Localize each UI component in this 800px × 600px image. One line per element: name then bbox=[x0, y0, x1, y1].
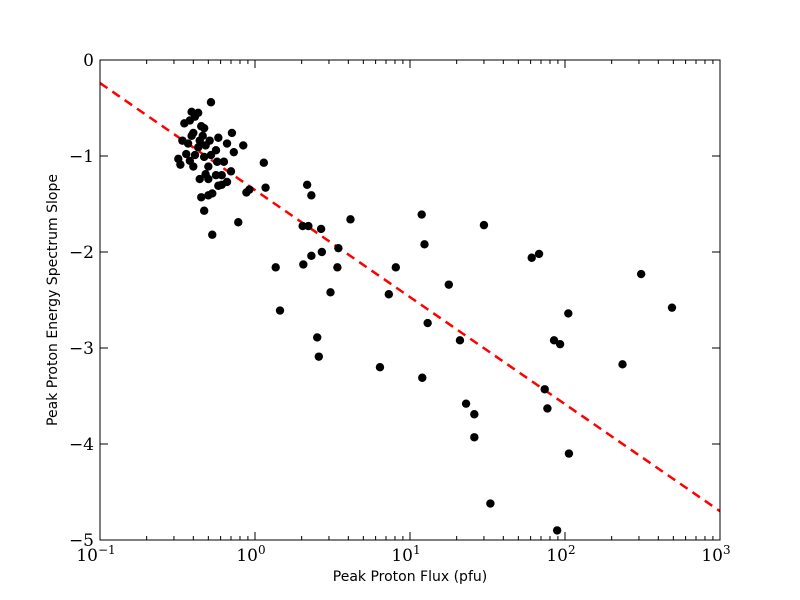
data-point bbox=[417, 210, 426, 219]
data-point bbox=[299, 260, 308, 269]
data-point bbox=[222, 139, 232, 148]
data-point bbox=[219, 157, 229, 166]
y-axis-label: Peak Proton Energy Spectrum Slope bbox=[45, 174, 61, 426]
data-point bbox=[193, 143, 203, 152]
data-point bbox=[540, 385, 549, 394]
data-point bbox=[420, 240, 429, 249]
data-point bbox=[212, 157, 222, 166]
y-tick-label: 0 bbox=[83, 51, 94, 71]
data-point bbox=[334, 243, 343, 253]
data-point bbox=[189, 162, 198, 171]
data-point bbox=[199, 123, 209, 133]
y-tick-label: −5 bbox=[69, 531, 94, 551]
x-tick-label: 102 bbox=[546, 543, 575, 566]
x-tick-label: 101 bbox=[391, 543, 420, 566]
data-point bbox=[555, 339, 565, 349]
data-point bbox=[461, 399, 471, 408]
data-point bbox=[204, 191, 213, 200]
data-point bbox=[326, 288, 335, 297]
data-point bbox=[199, 152, 209, 162]
y-tick-label: −4 bbox=[69, 435, 94, 455]
data-point bbox=[346, 215, 355, 224]
x-tick-labels: 10−1 100 101 102 103 bbox=[76, 543, 730, 566]
data-point bbox=[234, 218, 243, 227]
data-point bbox=[182, 149, 191, 159]
data-point bbox=[211, 171, 221, 180]
data-point bbox=[618, 360, 627, 369]
data-point bbox=[333, 263, 342, 272]
data-point bbox=[176, 160, 185, 169]
data-point bbox=[206, 150, 216, 160]
data-point bbox=[375, 363, 385, 372]
data-point bbox=[275, 306, 285, 315]
data-point bbox=[479, 220, 489, 230]
data-point bbox=[239, 141, 248, 150]
x-tick-label: 10−1 bbox=[76, 543, 115, 566]
data-point bbox=[227, 128, 237, 138]
data-point bbox=[201, 141, 210, 150]
data-point bbox=[304, 221, 313, 231]
y-tick-label: −3 bbox=[69, 339, 94, 359]
data-point bbox=[384, 290, 394, 299]
data-point bbox=[552, 526, 562, 535]
data-point bbox=[214, 181, 223, 190]
data-point bbox=[229, 147, 239, 157]
data-point bbox=[217, 171, 226, 180]
data-point bbox=[195, 174, 204, 184]
x-axis-label: Peak Proton Flux (pfu) bbox=[333, 569, 487, 585]
data-point bbox=[195, 136, 204, 145]
x-tick-label: 100 bbox=[236, 543, 265, 566]
data-point bbox=[636, 269, 646, 279]
data-point bbox=[187, 131, 196, 141]
data-point bbox=[549, 336, 559, 345]
data-point bbox=[259, 158, 269, 167]
data-point bbox=[391, 263, 401, 272]
data-point bbox=[534, 249, 544, 259]
data-point bbox=[444, 280, 454, 289]
data-point bbox=[271, 263, 280, 272]
data-point bbox=[418, 373, 427, 382]
data-point bbox=[302, 180, 312, 189]
data-point bbox=[206, 98, 216, 107]
data-point bbox=[204, 162, 213, 171]
data-point bbox=[208, 230, 217, 239]
data-point bbox=[527, 253, 536, 262]
data-point bbox=[180, 119, 189, 128]
data-point bbox=[423, 318, 432, 328]
data-point bbox=[470, 433, 479, 442]
data-point bbox=[226, 167, 236, 176]
data-point bbox=[197, 193, 206, 202]
data-point bbox=[564, 309, 573, 318]
data-point bbox=[667, 303, 677, 312]
data-point bbox=[486, 499, 495, 508]
data-points bbox=[174, 98, 677, 535]
data-point bbox=[307, 191, 316, 200]
data-point bbox=[313, 333, 322, 342]
plot-frame bbox=[99, 59, 721, 541]
x-tick-label: 103 bbox=[701, 543, 730, 566]
data-point bbox=[190, 150, 200, 160]
data-point bbox=[261, 183, 270, 192]
y-tick-labels: 0 −1 −2 −3 −4 −5 bbox=[69, 51, 94, 551]
data-point bbox=[564, 449, 574, 458]
data-point bbox=[183, 139, 193, 148]
data-point bbox=[204, 174, 213, 184]
data-point bbox=[214, 133, 223, 142]
data-point bbox=[307, 251, 316, 261]
y-tick-label: −2 bbox=[69, 243, 94, 263]
data-point bbox=[470, 410, 479, 419]
data-point bbox=[317, 247, 327, 257]
y-tick-label: −1 bbox=[69, 147, 94, 167]
x-minor-ticks bbox=[146, 60, 714, 540]
data-point bbox=[199, 206, 209, 215]
data-point bbox=[316, 224, 326, 234]
data-point bbox=[242, 188, 251, 197]
data-point bbox=[314, 352, 324, 361]
data-point bbox=[543, 404, 552, 413]
data-point bbox=[455, 336, 465, 345]
